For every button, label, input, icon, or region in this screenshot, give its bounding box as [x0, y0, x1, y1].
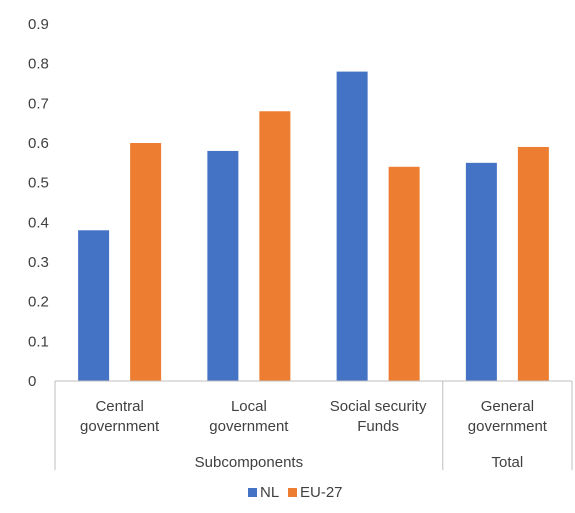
- y-tick-label: 0.7: [28, 95, 49, 112]
- group-label: Total: [492, 454, 524, 471]
- category-label: Central: [95, 398, 143, 415]
- category-label: Social security: [330, 398, 427, 415]
- y-tick-label: 0.1: [28, 333, 49, 350]
- bar-nl: [336, 71, 368, 381]
- bar-eu-27: [259, 111, 291, 382]
- category-label: government: [80, 418, 160, 435]
- legend-label: NL: [260, 484, 279, 501]
- legend-label: EU-27: [300, 484, 343, 501]
- y-tick-label: 0.3: [28, 254, 49, 271]
- y-tick-label: 0.6: [28, 135, 49, 152]
- y-tick-label: 0: [28, 373, 36, 390]
- category-label: government: [209, 418, 289, 435]
- legend: NL EU-27: [248, 484, 343, 501]
- bars: [78, 71, 549, 382]
- legend-swatch: [288, 488, 297, 497]
- bar-eu-27: [517, 146, 549, 381]
- y-tick-label: 0.2: [28, 294, 49, 311]
- category-label: Local: [231, 398, 267, 415]
- category-label: General: [481, 398, 534, 415]
- group-label: Subcomponents: [195, 454, 303, 471]
- axes: [54, 380, 573, 470]
- bar-nl: [465, 162, 497, 381]
- category-label: Funds: [357, 418, 399, 435]
- category-label: government: [468, 418, 548, 435]
- x-axis-category-labels: Central government Local government Social s…: [80, 398, 548, 471]
- y-axis-tick-labels: 0 0.1 0.2 0.3 0.4 0.5 0.6 0.7 0.8 0.9: [28, 16, 49, 390]
- bar-eu-27: [388, 166, 420, 381]
- y-tick-label: 0.9: [28, 16, 49, 33]
- y-tick-label: 0.8: [28, 56, 49, 73]
- y-tick-label: 0.4: [28, 214, 49, 231]
- bar-nl: [207, 150, 239, 381]
- y-tick-label: 0.5: [28, 175, 49, 192]
- legend-swatch: [248, 488, 257, 497]
- bar-nl: [78, 230, 110, 381]
- bar-eu-27: [130, 143, 162, 381]
